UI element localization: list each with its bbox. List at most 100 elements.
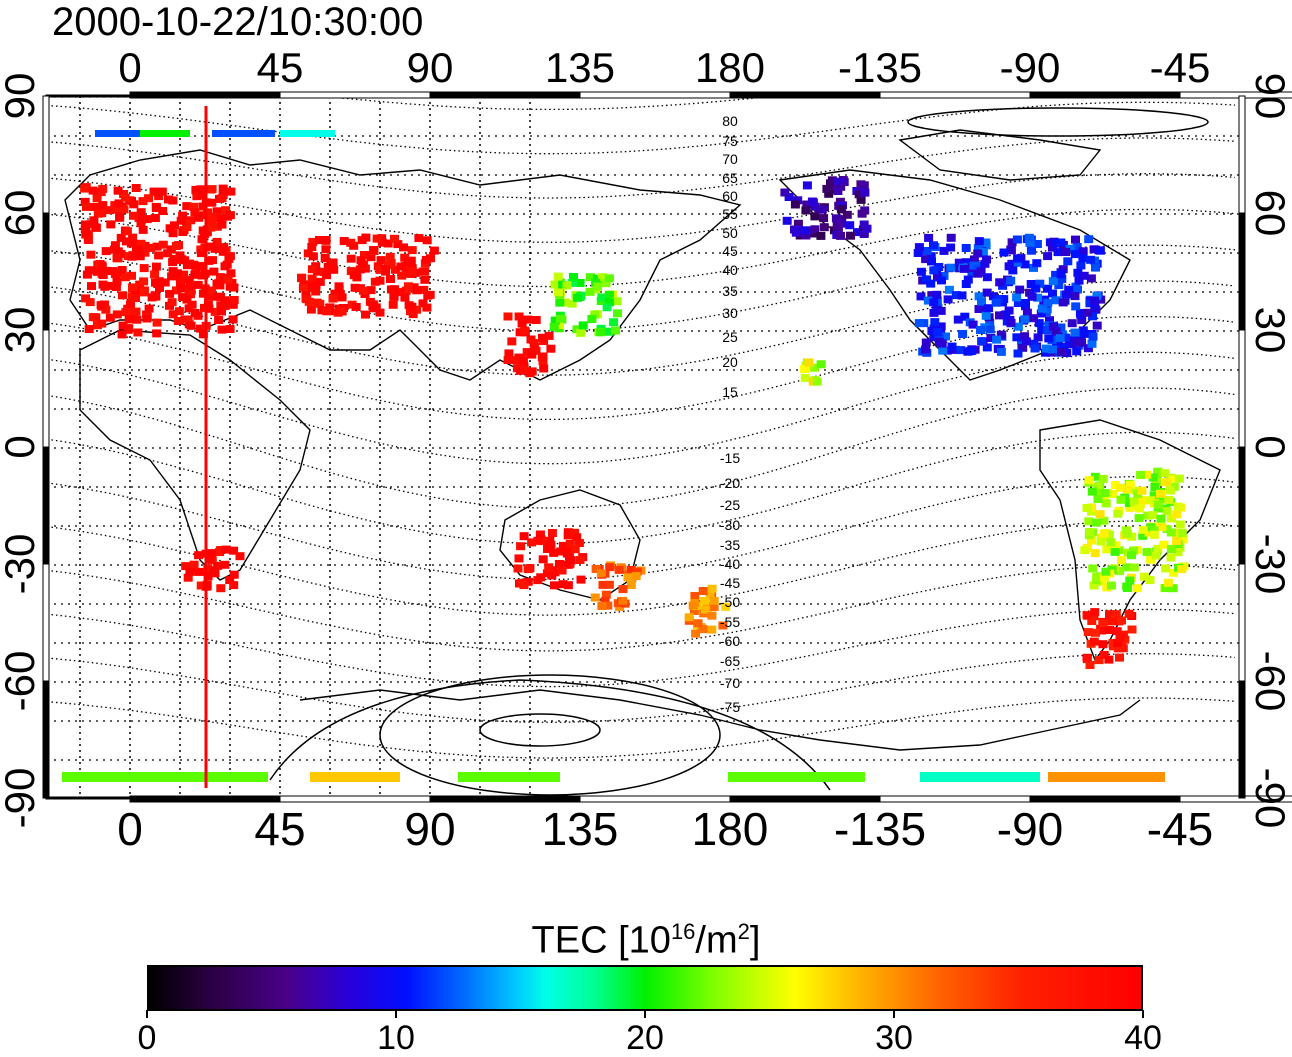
tec-cell-north-america bbox=[1021, 299, 1030, 307]
tec-cell-central-asia bbox=[377, 234, 387, 243]
tec-cell-europe bbox=[207, 185, 217, 194]
tec-cell-europe bbox=[182, 202, 192, 211]
left-frame-bar bbox=[42, 95, 50, 214]
tec-cell-north-america bbox=[1044, 334, 1054, 343]
tec-cell-north-america bbox=[995, 311, 1004, 320]
tec-cell-south-africa bbox=[215, 548, 224, 557]
tec-cell-north-america bbox=[946, 263, 956, 272]
tec-cell-alaska bbox=[784, 193, 794, 201]
tec-cell-europe bbox=[194, 213, 204, 222]
tec-cell-south-america bbox=[1122, 582, 1132, 591]
tec-cell-central-asia bbox=[370, 304, 380, 313]
tec-cell-south-america bbox=[1149, 491, 1159, 500]
contour-value-label: -40 bbox=[720, 556, 740, 572]
tec-cell-south-america bbox=[1087, 487, 1097, 496]
top-frame-bar bbox=[729, 91, 881, 99]
lat-tick-right-label: -30 bbox=[1247, 534, 1292, 595]
tec-cell-japan bbox=[553, 272, 563, 281]
tec-cell-north-america bbox=[1079, 271, 1089, 280]
contour-value-label: -35 bbox=[720, 537, 740, 553]
tec-cell-europe bbox=[111, 283, 121, 291]
tec-cell-south-america bbox=[1166, 545, 1176, 554]
lat-tick-left-label: -60 bbox=[0, 651, 43, 712]
tec-cell-europe bbox=[124, 315, 134, 324]
tec-cell-alaska bbox=[810, 225, 820, 234]
tec-cell-north-america bbox=[1012, 293, 1022, 302]
tec-cell-north-america bbox=[1056, 270, 1066, 279]
tec-cell-japan bbox=[575, 279, 585, 287]
tec-cell-central-asia bbox=[346, 254, 356, 263]
tec-map: 80 75 70 65 60 55 50 45 40 35 30 25 20 15 -15 -20 -25 -30… bbox=[0, 44, 1292, 855]
tec-cell-europe bbox=[129, 200, 139, 209]
tec-cell-east-china bbox=[503, 356, 513, 364]
tec-cell-europe bbox=[88, 186, 98, 195]
tec-cell-central-asia bbox=[320, 254, 330, 262]
tec-cell-new-zealand bbox=[721, 602, 731, 611]
tec-cell-south-america bbox=[1093, 482, 1103, 491]
tec-cell-central-asia bbox=[322, 271, 331, 280]
tec-cell-alaska bbox=[810, 212, 820, 221]
north-band-cell bbox=[280, 130, 335, 137]
tec-cell-patagonia bbox=[1082, 655, 1092, 664]
lat-tick-right-label: 30 bbox=[1247, 307, 1292, 354]
tec-cell-europe bbox=[118, 291, 127, 300]
tec-cell-east-china bbox=[538, 333, 547, 342]
tec-cell-central-asia bbox=[422, 236, 432, 245]
tec-cell-europe bbox=[210, 307, 220, 316]
tec-cell-central-asia bbox=[349, 241, 359, 250]
tec-cell-alaska bbox=[793, 196, 803, 205]
tec-cell-patagonia bbox=[1124, 609, 1134, 618]
tec-cell-europe bbox=[175, 251, 185, 260]
tec-cell-south-america bbox=[1104, 530, 1114, 539]
tec-cell-north-america bbox=[1029, 314, 1039, 323]
contour-value-label: 60 bbox=[722, 188, 738, 204]
tec-cell-south-america bbox=[1174, 474, 1184, 483]
tec-cell-north-america bbox=[1024, 233, 1034, 242]
tec-cell-europe bbox=[185, 283, 195, 292]
tec-cell-alaska bbox=[838, 201, 847, 210]
tec-cell-patagonia bbox=[1098, 640, 1108, 649]
tec-cell-europe bbox=[224, 254, 234, 263]
tec-cell-north-america bbox=[961, 280, 971, 288]
tec-cell-japan bbox=[587, 315, 597, 323]
lon-tick-top-label: 135 bbox=[545, 44, 615, 91]
tec-cell-europe bbox=[113, 186, 123, 195]
tec-cell-europe bbox=[206, 242, 216, 251]
tec-cell-central-asia bbox=[375, 276, 385, 285]
tec-cell-alaska bbox=[859, 230, 869, 238]
tec-cell-europe bbox=[84, 325, 94, 333]
tec-cell-europe bbox=[92, 194, 102, 203]
tec-cell-north-america bbox=[976, 326, 985, 334]
tec-cell-patagonia bbox=[1096, 624, 1106, 633]
tec-cell-south-america bbox=[1090, 472, 1100, 481]
tec-cell-north-america bbox=[1072, 243, 1082, 251]
tec-cell-north-america bbox=[921, 255, 931, 264]
tec-cell-new-zealand bbox=[698, 587, 708, 595]
tec-cell-central-asia bbox=[298, 283, 308, 292]
coastline-path bbox=[299, 689, 1141, 751]
tec-cell-south-america bbox=[1175, 520, 1185, 529]
tec-cell-europe bbox=[189, 261, 199, 269]
lon-tick-top-label: 90 bbox=[407, 44, 454, 91]
tec-cell-europe bbox=[80, 197, 90, 206]
tec-cell-central-asia bbox=[412, 286, 422, 295]
map-title: 2000-10-22/10:30:00 bbox=[52, 0, 424, 44]
tec-cell-north-america bbox=[921, 338, 931, 347]
contour-value-label: -50 bbox=[720, 594, 740, 610]
tec-cell-south-america bbox=[1168, 584, 1178, 593]
tec-cell-europe bbox=[204, 292, 214, 301]
tec-cell-alaska bbox=[839, 178, 849, 186]
tec-cell-north-america bbox=[1013, 322, 1023, 331]
tec-cell-japan bbox=[550, 280, 560, 289]
tec-cell-north-america bbox=[959, 264, 969, 273]
tec-cell-europe bbox=[83, 236, 93, 244]
tec-cell-europe bbox=[198, 202, 208, 211]
tec-cell-europe bbox=[173, 317, 183, 325]
tec-cell-japan bbox=[576, 328, 586, 337]
tec-data-cells bbox=[62, 130, 1189, 782]
tec-cell-europe bbox=[128, 283, 138, 292]
tec-cell-patagonia bbox=[1105, 610, 1114, 619]
tec-cell-north-america bbox=[1041, 348, 1050, 357]
tec-cell-south-america bbox=[1177, 565, 1187, 574]
tec-cell-europe bbox=[212, 237, 222, 246]
